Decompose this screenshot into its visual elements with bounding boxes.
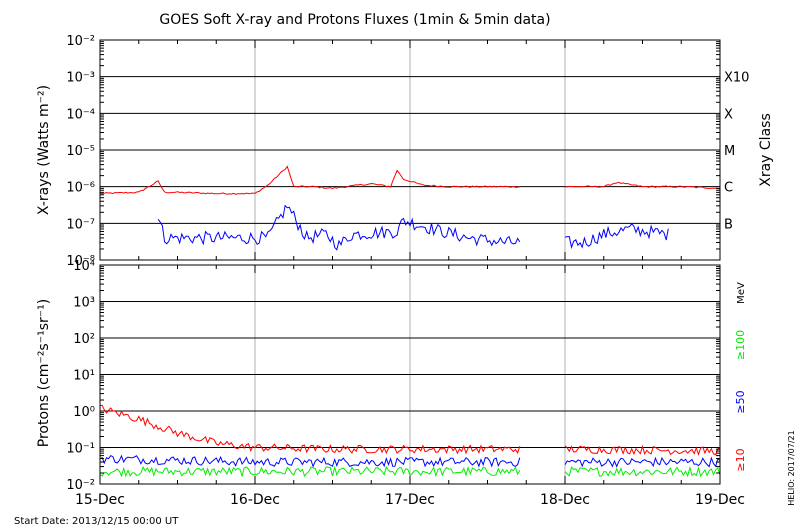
helio-credit: HELIO: 2017/07/21: [787, 430, 796, 505]
y-tick-label: 10⁻⁶: [66, 181, 95, 196]
x-tick-label: 15-Dec: [75, 492, 125, 508]
xray-class-axis-title: Xray Class: [758, 113, 774, 187]
y-tick-label: 10⁻⁷: [66, 217, 95, 232]
y-tick-label: 10⁻⁵: [66, 144, 95, 159]
x-tick-label: 18-Dec: [540, 492, 590, 508]
y-tick-label: 10⁻⁴: [66, 107, 95, 122]
series-line-0-0: [564, 181, 721, 190]
y-tick-label: 10⁻²: [66, 478, 95, 493]
xray-class-label: X10: [724, 71, 749, 86]
y-axis-title-protons: Protons (cm⁻²s⁻¹sr⁻¹): [36, 299, 52, 448]
y-tick-label: 10²: [73, 332, 95, 347]
x-tick-label: 19-Dec: [695, 492, 745, 508]
series-line-1-0: [99, 404, 521, 455]
series-line-0-1: [564, 223, 669, 250]
y-tick-label: 10⁻¹: [66, 442, 95, 457]
y-tick-label: 10⁰: [73, 405, 95, 420]
y-tick-label: 10⁻³: [66, 71, 95, 86]
series-line-1-2: [564, 465, 721, 478]
xray-class-label: B: [724, 217, 733, 232]
x-tick-label: 17-Dec: [385, 492, 435, 508]
y-tick-label: 10⁻⁸: [66, 254, 95, 269]
x-tick-label: 16-Dec: [230, 492, 280, 508]
legend-entry-1: ≥50: [734, 390, 747, 413]
chart-title: GOES Soft X-ray and Protons Fluxes (1min…: [159, 12, 550, 28]
y-tick-label: 10³: [73, 296, 95, 311]
y-tick-label: 10⁴: [73, 259, 95, 274]
start-date-label: Start Date: 2013/12/15 00:00 UT: [14, 516, 179, 527]
series-line-0-0: [99, 165, 520, 195]
mev-units-label: MeV: [736, 282, 747, 304]
xray-class-label: M: [724, 144, 735, 159]
series-line-1-2: [99, 465, 521, 478]
xray-class-label: X: [724, 107, 733, 122]
y-tick-label: 10¹: [73, 369, 95, 384]
y-axis-title-xrays: X-rays (Watts m⁻²): [36, 85, 52, 215]
legend-entry-2: ≥100: [734, 330, 747, 360]
series-line-1-0: [564, 444, 721, 456]
legend-entry-0: ≥10: [734, 448, 747, 471]
y-tick-label: 10⁻²: [66, 34, 95, 49]
series-line-1-1: [564, 456, 721, 468]
xray-class-label: C: [724, 181, 733, 196]
series-line-1-1: [99, 454, 521, 468]
series-line-0-1: [157, 204, 521, 251]
